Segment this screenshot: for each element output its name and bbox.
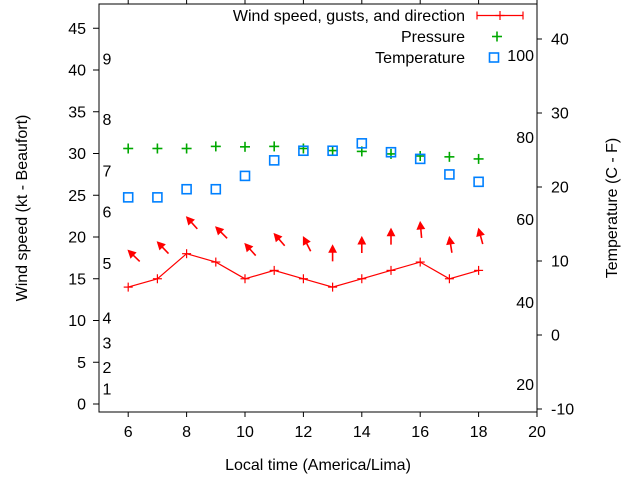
y-right-tick-label: 30: [551, 106, 569, 123]
gust-arrow-head: [476, 227, 485, 237]
x-tick-label: 6: [124, 424, 133, 441]
square-marker: [298, 145, 309, 157]
beaufort-label: 1: [103, 381, 112, 398]
legend-marker-pressure: [492, 31, 502, 42]
y-left-tick-label: 35: [68, 104, 86, 121]
y-left-tick-label: 5: [77, 355, 86, 372]
x-tick-label: 14: [353, 424, 371, 441]
beaufort-label: 7: [103, 164, 112, 181]
fahrenheit-label: 100: [507, 48, 534, 65]
square-marker: [414, 153, 426, 165]
gust-arrow-head: [328, 244, 338, 253]
pressure-series: [123, 141, 484, 164]
gust-arrow-shaft: [479, 235, 484, 245]
gust-arrow-head: [386, 227, 396, 237]
square-marker: [210, 183, 222, 195]
beaufort-label: 6: [103, 204, 112, 221]
gust-arrow-head: [244, 242, 254, 253]
gust-arrow-head: [446, 235, 455, 246]
gust-arrow-head: [273, 232, 283, 243]
square-marker: [444, 169, 455, 180]
beaufort-label: 5: [103, 256, 112, 273]
y-axis-right: -10 0 10 20 30 40 20 40 60 80 100 Temperature (C - …: [507, 32, 621, 419]
legend-label: Temperature: [375, 50, 465, 67]
x-tick-label: 18: [470, 424, 488, 441]
beaufort-label: 2: [103, 360, 112, 377]
gust-arrow-head: [357, 235, 367, 245]
gust-arrow-shaft: [278, 238, 286, 247]
y-axis-right-title: Temperature (C - F): [604, 138, 621, 278]
gust-arrow-shaft: [305, 242, 312, 252]
x-tick-label: 16: [411, 424, 429, 441]
fahrenheit-label: 60: [516, 212, 534, 229]
y-left-tick-label: 20: [68, 230, 86, 247]
gust-arrow-head: [156, 241, 166, 251]
square-marker: [356, 138, 368, 149]
legend-marker-temperature: [488, 52, 500, 63]
beaufort-label: 8: [103, 112, 112, 129]
y-right-tick-label: 40: [551, 32, 569, 49]
gust-arrow-head: [302, 236, 311, 246]
x-tick-label: 10: [236, 424, 254, 441]
wind-series: [123, 249, 484, 292]
square-marker: [152, 192, 163, 203]
y-left-tick-label: 45: [68, 21, 86, 38]
legend-label: Pressure: [401, 29, 465, 46]
gust-arrow-shaft: [190, 221, 198, 230]
fahrenheit-label: 40: [516, 295, 534, 312]
y-left-tick-label: 10: [68, 313, 86, 330]
legend: Wind speed, gusts, and direction Pressure…: [233, 8, 524, 67]
x-tick-label: 8: [182, 424, 191, 441]
square-marker: [385, 146, 397, 158]
axes: [98, 3, 538, 413]
y-right-tick-label: 20: [551, 180, 569, 197]
legend-item-temperature: Temperature: [375, 50, 500, 67]
legend-marker-wind: [476, 11, 524, 20]
gust-arrow-shaft: [449, 243, 453, 253]
y-axis-left-title: Wind speed (kt - Beaufort): [14, 115, 31, 302]
legend-item-pressure: Pressure: [401, 29, 502, 46]
square-marker: [488, 52, 500, 63]
y-left-tick-label: 25: [68, 188, 86, 205]
beaufort-label: 3: [103, 336, 112, 353]
square-marker: [268, 155, 280, 166]
x-axis: 6 8 10 12 14 16 18 20 Local time (America/Lima): [124, 0, 546, 474]
gust-arrow-shaft: [249, 248, 257, 257]
legend-item-wind: Wind speed, gusts, and direction: [233, 8, 524, 25]
fahrenheit-label: 80: [516, 130, 534, 147]
gust-arrow-head: [215, 226, 225, 236]
square-marker: [327, 145, 338, 157]
plot-border: [98, 3, 538, 413]
x-tick-label: 12: [295, 424, 313, 441]
gust-arrow-head: [185, 216, 195, 226]
temperature-series: [122, 138, 484, 203]
y-right-tick-label: -10: [551, 402, 574, 419]
y-left-tick-label: 40: [68, 63, 86, 80]
fahrenheit-label: 20: [516, 377, 534, 394]
y-left-tick-label: 30: [68, 146, 86, 163]
square-marker: [181, 183, 192, 195]
square-marker: [122, 192, 134, 203]
y-right-tick-label: 10: [551, 254, 569, 271]
gust-arrow-shaft: [132, 254, 141, 263]
gust-arrows: [127, 216, 485, 263]
gust-arrow-shaft: [161, 246, 170, 255]
y-left-tick-label: 0: [77, 397, 86, 414]
gust-arrow-head: [127, 249, 137, 259]
beaufort-label: 4: [103, 310, 112, 327]
square-marker: [473, 176, 484, 188]
y-left-tick-label: 15: [68, 271, 86, 288]
gust-arrow-head: [416, 220, 426, 230]
y-right-tick-label: 0: [551, 328, 560, 345]
square-marker: [239, 170, 251, 182]
legend-label: Wind speed, gusts, and direction: [233, 8, 465, 25]
gust-arrow-shaft: [420, 228, 423, 238]
gust-arrow-shaft: [220, 231, 228, 239]
x-axis-title: Local time (America/Lima): [225, 457, 411, 474]
beaufort-label: 9: [103, 52, 112, 69]
x-tick-label: 20: [528, 424, 546, 441]
